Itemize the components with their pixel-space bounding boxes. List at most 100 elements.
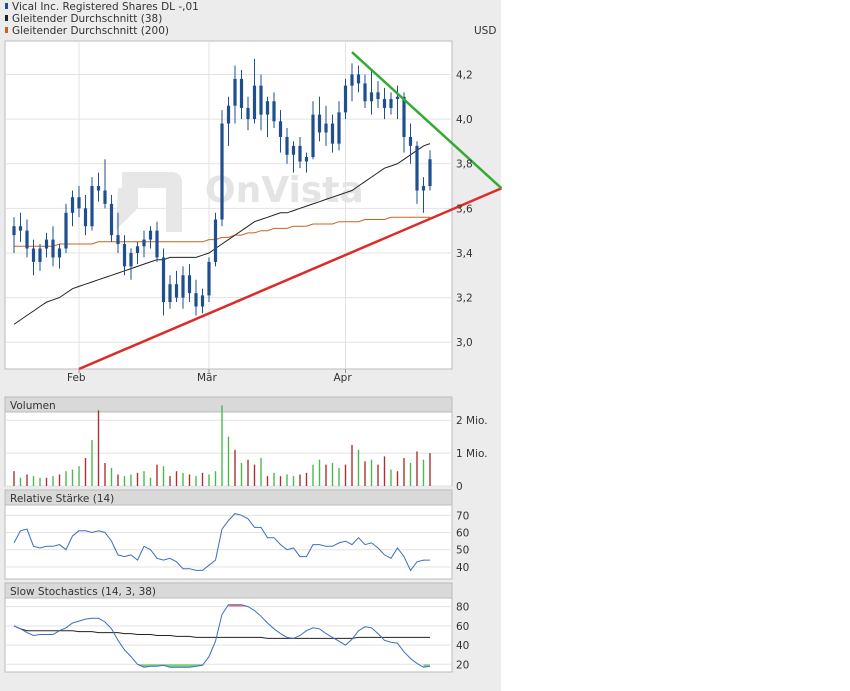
volume-bar xyxy=(26,474,28,486)
volume-bar xyxy=(84,458,87,486)
volume-y-ticks: 2 Mio. 1 Mio. 0 xyxy=(456,415,488,493)
volume-bar xyxy=(19,477,22,486)
rsi-plot-area xyxy=(4,504,453,580)
candle-body xyxy=(311,114,315,158)
legend-label-price: Vical Inc. Registered Shares DL -,01 xyxy=(12,1,199,13)
price-x-ticks: Feb Mär Apr xyxy=(67,369,352,384)
price-y-tick-label: 3,0 xyxy=(456,337,473,349)
volume-bar xyxy=(305,472,308,486)
candle-body xyxy=(259,85,263,115)
volume-bar xyxy=(325,464,327,486)
candles xyxy=(12,58,432,316)
volume-bar xyxy=(370,459,373,486)
volume-bar xyxy=(240,462,243,486)
trendlines xyxy=(78,51,503,371)
volume-bar xyxy=(247,459,249,486)
candle-body xyxy=(356,74,361,84)
candle-body xyxy=(90,186,94,227)
price-y-tick-label: 3,2 xyxy=(456,293,473,305)
candle-body xyxy=(64,212,68,249)
candle-body xyxy=(83,208,88,227)
trendline-resistance xyxy=(351,51,503,190)
volume-bar xyxy=(208,474,210,486)
candle-body xyxy=(389,99,393,108)
volume-bar xyxy=(234,449,236,486)
candle-body xyxy=(25,230,29,249)
candle-body xyxy=(421,186,426,191)
legend-marker-ma200 xyxy=(5,27,8,33)
volume-bar xyxy=(364,461,366,486)
candle-body xyxy=(18,226,23,231)
volume-title: Volumen xyxy=(10,400,56,412)
candle-body xyxy=(174,284,179,298)
volume-bar xyxy=(136,472,139,486)
candle-body xyxy=(408,136,413,146)
candle-body xyxy=(285,136,289,155)
rsi-y-tick-label: 60 xyxy=(456,528,469,540)
candle-body xyxy=(317,114,322,133)
candle-body xyxy=(376,92,380,100)
candle-body xyxy=(252,85,257,120)
rsi-y-ticks: 70 60 50 40 xyxy=(456,510,469,574)
ma200-series xyxy=(14,216,430,247)
candle-body xyxy=(402,96,406,137)
candle-body xyxy=(207,261,211,296)
volume-bar xyxy=(201,472,204,486)
candle-body xyxy=(213,219,218,262)
volume-header xyxy=(4,396,453,413)
price-x-tick-label: Mär xyxy=(197,372,217,384)
volume-bar xyxy=(143,471,145,486)
trendline-support xyxy=(78,187,502,371)
volume-bar xyxy=(286,474,288,486)
volume-bar xyxy=(123,476,126,486)
volume-bar xyxy=(416,451,418,486)
volume-bar xyxy=(214,471,217,486)
stoch-d-line xyxy=(13,625,430,639)
volume-y-tick-label: 0 xyxy=(456,481,463,493)
candle-body xyxy=(265,101,270,115)
volume-bar xyxy=(195,476,197,486)
volume-bar xyxy=(169,476,171,486)
candle-body xyxy=(38,248,42,262)
candle-body xyxy=(51,239,55,258)
stoch-y-ticks: 80 60 40 20 xyxy=(456,602,469,672)
candle-body xyxy=(350,74,354,86)
volume-bar xyxy=(227,436,230,486)
candle-body xyxy=(291,145,296,155)
volume-bar xyxy=(338,467,340,486)
volume-bar xyxy=(377,464,379,486)
volume-bar xyxy=(78,466,80,486)
volume-bar xyxy=(58,474,61,486)
candle-body xyxy=(428,159,432,187)
volume-bar xyxy=(351,444,353,486)
rsi-title: Relative Stärke (14) xyxy=(10,493,114,505)
ma38-series xyxy=(13,143,431,325)
candle-body xyxy=(239,78,244,108)
rsi-gridlines xyxy=(5,514,452,568)
legend-marker-ma38 xyxy=(5,15,8,21)
stoch-title: Slow Stochastics (14, 3, 38) xyxy=(10,586,156,598)
stoch-plot-area xyxy=(4,597,453,673)
volume-bar xyxy=(273,472,275,486)
volume-bar xyxy=(390,469,392,486)
candle-body xyxy=(363,83,367,102)
volume-bar xyxy=(422,459,425,486)
volume-bar xyxy=(156,464,158,486)
candle-body xyxy=(116,235,120,245)
rsi-y-tick-label: 40 xyxy=(456,562,469,574)
candle-body xyxy=(70,197,75,213)
stoch-y-tick-label: 40 xyxy=(456,640,469,652)
volume-bar xyxy=(97,410,100,486)
candle-body xyxy=(129,252,133,267)
candle-body xyxy=(343,85,348,113)
volume-bar xyxy=(396,471,399,486)
volume-bar xyxy=(182,472,184,486)
candle-body xyxy=(57,248,62,258)
candle-body xyxy=(187,275,192,294)
volume-bar xyxy=(318,459,321,486)
legend-label-ma200: Gleitender Durchschnitt (200) xyxy=(12,25,169,37)
stoch-k-line xyxy=(13,604,431,668)
candle-body xyxy=(31,248,36,262)
volume-bar xyxy=(149,477,152,486)
